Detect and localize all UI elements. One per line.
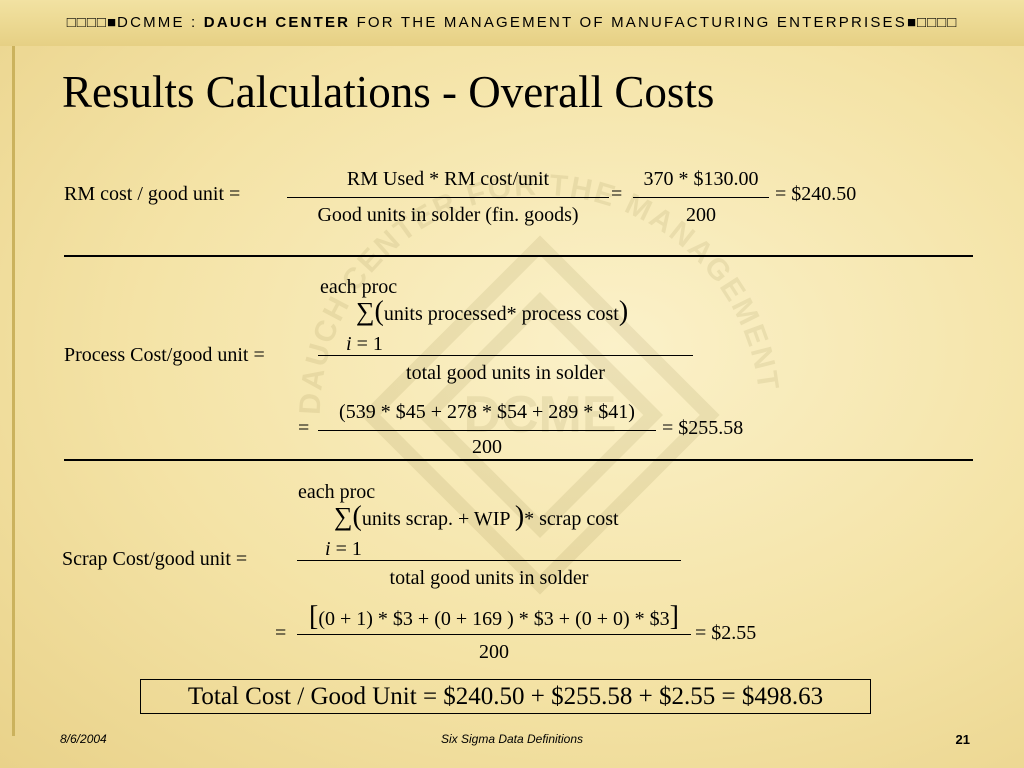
process-fraction-line [318,355,693,356]
process-denominator-values: 200 [472,436,502,458]
process-index-rest: = 1 [351,333,383,355]
scrap-index-rest: = 1 [330,538,362,560]
scrap-fraction-line [297,560,681,561]
process-index-var: i [346,333,352,355]
watermark-logo-text: DCME [463,386,616,444]
scrap-numerator-values: [(0 + 1) * $3 + (0 + 169 ) * $3 + (0 + 0… [297,601,691,633]
section-divider-2 [64,459,973,461]
rm-numerator-values: 370 * $130.00 [643,168,759,190]
rm-lhs: RM cost / good unit = [64,183,241,205]
header-prefix: DCMME : [117,14,204,31]
total-cost-box: Total Cost / Good Unit = $240.50 + $255.… [140,679,871,714]
header-boxes-left: □□□□■ [66,14,118,31]
scrap-open-bracket: [ [308,601,319,632]
scrap-sum-upper-limit: each proc [298,481,376,503]
rm-denominator-values: 200 [686,204,716,226]
page-number: 21 [955,732,970,747]
scrap-open-paren: ( [352,501,362,532]
process-close-paren: ) [618,296,629,327]
watermark-logo: DCME DAUCH CENTER FOR THE MANAGEMENT OF … [235,110,784,595]
scrap-sum-expression: ∑(units scrap. + WIP )* scrap cost [334,501,619,533]
scrap-result: = $2.55 [695,622,757,644]
footer-title: Six Sigma Data Definitions [440,732,584,746]
process-denominator: total good units in solder [406,362,605,384]
process-sum-upper-limit: each proc [320,276,398,298]
header-title: □□□□■DCMME : DAUCH CENTER FOR THE MANAGE… [0,14,1024,31]
process-sum-expression: ∑(units processed* process cost) [356,296,628,328]
scrap-sigma: ∑ [334,502,353,531]
process-open-paren: ( [374,296,384,327]
process-summand: units processed* process cost [383,303,619,325]
scrap-values-fraction-line [297,634,691,635]
scrap-lhs: Scrap Cost/good unit = [62,548,248,570]
scrap-equals: = [275,622,287,644]
scrap-numerator-expression: (0 + 1) * $3 + (0 + 169 ) * $3 + (0 + 0)… [318,608,670,630]
rm-denominator: Good units in solder (fin. goods) [317,204,579,226]
process-equals: = [298,417,310,439]
scrap-index-var: i [325,538,331,560]
process-lhs: Process Cost/good unit = [64,344,265,366]
process-result: = $255.58 [662,417,744,439]
header-rest: FOR THE MANAGEMENT OF MANUFACTURING ENTE… [350,14,907,31]
rm-fraction-line [287,197,609,198]
scrap-denominator-values: 200 [479,641,509,663]
scrap-after: * scrap cost [524,508,619,530]
process-sum-index: i = 1 [346,333,383,356]
header-boxes-right: ■□□□□ [906,14,958,31]
section-divider-1 [64,255,973,257]
rm-numerator: RM Used * RM cost/unit [346,168,550,190]
header-bold: DAUCH CENTER [203,14,351,31]
rm-equals: = [611,183,623,205]
process-numerator-values: (539 * $45 + 278 * $54 + 289 * $41) [339,401,635,423]
scrap-denominator: total good units in solder [389,567,589,589]
scrap-close-bracket: ] [669,601,679,632]
page-title: Results Calculations - Overall Costs [62,67,715,117]
rm-result: = $240.50 [775,183,857,205]
header-bar [0,0,1024,46]
rm-values-fraction-line [633,197,769,198]
scrap-summand: units scrap. + WIP [361,508,515,530]
process-values-fraction-line [318,430,656,431]
process-sigma: ∑ [356,297,375,326]
scrap-close-paren: ) [514,501,525,532]
side-rule [12,46,15,736]
scrap-sum-index: i = 1 [325,538,362,561]
footer-date: 8/6/2004 [60,732,107,746]
